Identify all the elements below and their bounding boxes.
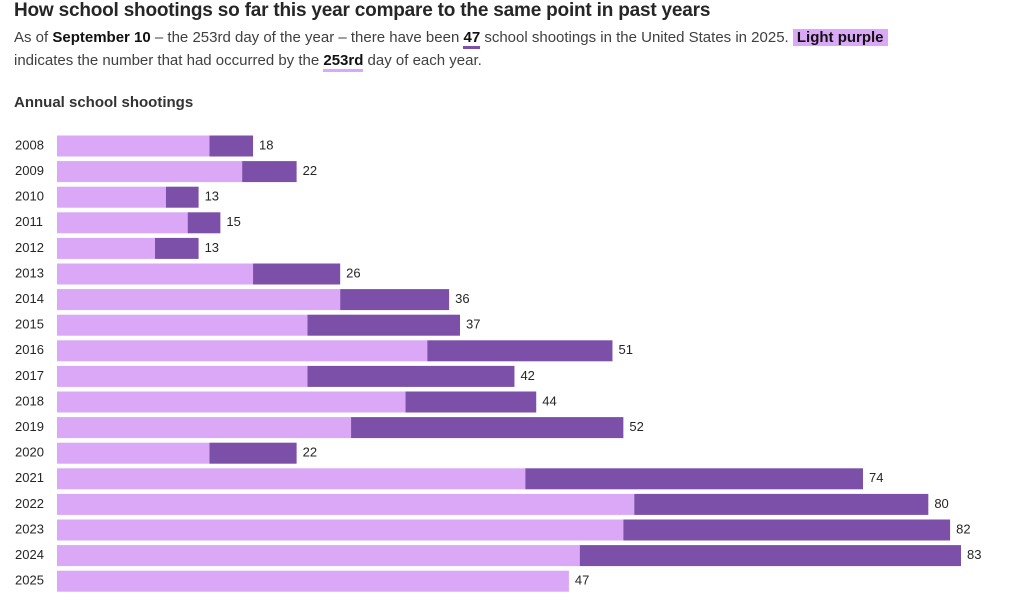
bar-segment [427,340,613,362]
bar-segment [165,186,199,208]
subtitle-text: indicates the number that had occurred b… [14,52,324,69]
total-label: 51 [618,342,632,357]
total-label: 26 [346,265,360,280]
total-label: 44 [542,393,556,408]
bar-segment [57,545,580,567]
total-label: 74 [869,470,883,485]
bar-segment [209,135,254,157]
total-label: 36 [455,291,469,306]
y-tick-label: 2011 [15,214,43,229]
total-label: 83 [967,547,981,562]
subtitle-text: school shootings in the United States in… [480,29,793,46]
chart-title: Annual school shootings [14,94,194,111]
y-tick-label: 2023 [15,521,44,536]
y-tick-label: 2017 [15,368,44,383]
y-tick-label: 2014 [15,291,44,306]
y-tick-label: 2025 [15,573,44,588]
y-tick-label: 2016 [15,342,44,357]
y-tick-label: 2009 [15,163,44,178]
bar-segment [57,237,156,259]
total-label: 52 [629,419,643,434]
total-label: 13 [205,189,219,204]
total-label: 82 [956,521,970,536]
bar-segment [57,186,166,208]
total-label: 37 [466,317,480,332]
bar-segment [57,135,210,157]
bar-segment [57,340,428,362]
y-tick-label: 2010 [15,189,44,204]
title: How school shootings so far this year co… [14,0,711,21]
total-label: 47 [575,573,589,588]
subtitle-bold: September 10 [52,29,151,46]
bar-segment [307,365,515,387]
bar-segment [57,314,308,336]
total-label: 80 [934,496,948,511]
y-tick-label: 2012 [15,240,44,255]
total-label: 18 [259,137,273,152]
bar-segment [57,289,341,311]
bar-segment [623,519,951,541]
bar-segment [57,468,526,490]
bar-segment [57,263,254,285]
bar-segment [57,442,210,464]
subtitle-bold: 253rd [323,52,364,72]
subtitle-text: As of [14,29,53,46]
bar-segment [155,237,199,259]
bar-segment [57,519,624,541]
bar-segment [405,391,537,413]
bar-segment [307,314,460,336]
bar-segment [57,493,635,515]
subtitle-text: – the 253rd day of the year – there have… [150,29,464,46]
y-tick-label: 2022 [15,496,44,511]
bar-segment [57,365,308,387]
bar-segment [57,417,352,439]
bar-segment [634,493,929,515]
y-tick-label: 2019 [15,419,44,434]
y-tick-label: 2018 [15,393,44,408]
y-tick-label: 2015 [15,317,44,332]
legend-highlight: Light purple [792,29,888,46]
bar-segment [340,289,450,311]
subtitle: As of September 10 – the 253rd day of th… [14,26,1004,72]
y-tick-label: 2021 [15,470,44,485]
subtitle-bold: 47 [463,29,481,49]
y-tick-label: 2008 [15,137,44,152]
subtitle-text: day of each year. [363,52,482,69]
bar-segment [57,391,406,413]
bar-segment [253,263,341,285]
total-label: 22 [303,445,317,460]
bar-segment [57,161,243,183]
bar-segment [57,570,569,592]
y-tick-label: 2024 [15,547,44,562]
bar-segment [579,545,961,567]
bar-segment [209,442,297,464]
y-tick-label: 2013 [15,265,44,280]
total-label: 42 [520,368,534,383]
total-label: 13 [205,240,219,255]
bar-segment [351,417,624,439]
y-tick-label: 2020 [15,445,44,460]
bar-segment [525,468,863,490]
bar-segment [187,212,221,234]
total-label: 15 [226,214,240,229]
bar-segment [242,161,297,183]
total-label: 22 [303,163,317,178]
bar-segment [57,212,188,234]
